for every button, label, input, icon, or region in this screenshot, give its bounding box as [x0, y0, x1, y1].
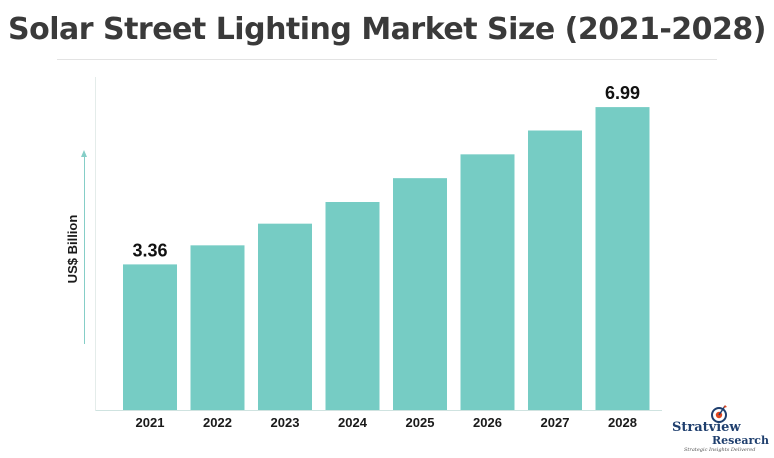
chart-title: Solar Street Lighting Market Size (2021-…	[7, 12, 767, 47]
x-tick-label: 2021	[136, 415, 165, 430]
x-tick-label: 2027	[541, 415, 570, 430]
logo-name-part2: Research	[712, 434, 769, 447]
bar-2021	[123, 264, 177, 410]
logo-tagline: Strategic Insights Delivered	[684, 447, 756, 453]
x-tick-label: 2024	[338, 415, 368, 430]
bar-2022	[190, 245, 245, 410]
y-axis-arrow-line	[84, 156, 85, 344]
data-labels: 3.36 6.99	[132, 83, 640, 260]
data-label-2021: 3.36	[132, 240, 167, 260]
data-label-2028: 6.99	[605, 83, 640, 103]
x-tick-label: 2025	[406, 415, 435, 430]
x-tick-label: 2028	[608, 415, 637, 430]
x-tick-label: 2023	[271, 415, 300, 430]
x-tick-labels: 2021 2022 2023 2024 2025 2026 2027 2028	[136, 415, 637, 430]
bar-2027	[528, 130, 582, 410]
bar-2026	[460, 154, 515, 410]
bar-2025	[393, 178, 447, 410]
stratview-logo: Stratview Research Strategic Insights De…	[672, 404, 769, 454]
bar-series	[123, 107, 650, 410]
title-divider	[57, 59, 717, 60]
logo-name-part1: Stratview	[672, 420, 741, 435]
bar-2023	[258, 223, 312, 410]
x-tick-label: 2026	[473, 415, 502, 430]
x-tick-label: 2022	[203, 415, 232, 430]
bar-2028	[595, 107, 650, 410]
y-axis-arrow-icon	[81, 150, 87, 157]
bar-2024	[325, 202, 380, 410]
target-logo-icon	[711, 405, 727, 423]
